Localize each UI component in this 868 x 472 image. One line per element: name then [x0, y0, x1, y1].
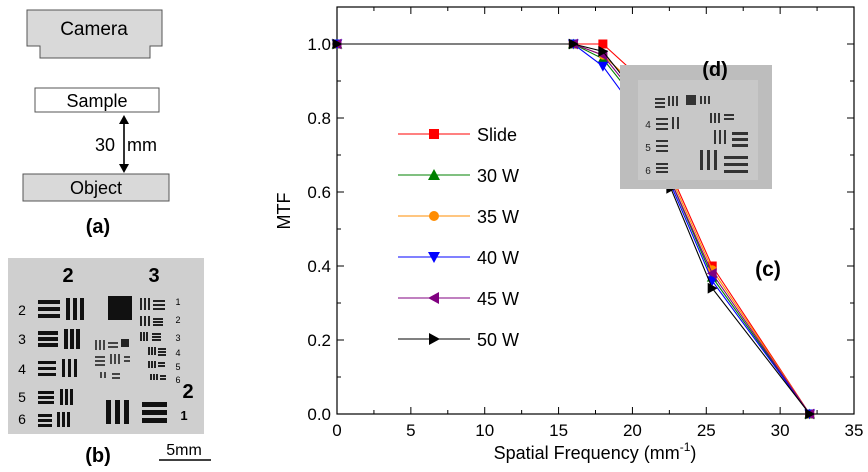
x-tick-label: 0	[332, 421, 341, 440]
distance-arrow-head-down	[119, 164, 129, 173]
inset-bars	[655, 95, 748, 173]
sample-label: Sample	[66, 91, 127, 111]
target-bars	[38, 298, 84, 427]
legend-entry: Slide	[398, 125, 517, 145]
target-group-label: 2	[62, 265, 73, 287]
panel-label-c: (c)	[755, 258, 781, 281]
legend-marker	[428, 252, 440, 263]
x-axis-label-main: Spatial Frequency (mm	[494, 443, 680, 463]
target-element-label: 5	[18, 389, 26, 405]
inset-element-label: 6	[645, 166, 651, 177]
legend-marker	[429, 129, 439, 139]
target-element-label: 3	[175, 333, 180, 343]
target-square	[108, 296, 132, 320]
data-point	[805, 408, 816, 420]
x-tick-label: 5	[406, 421, 415, 440]
data-point	[598, 39, 608, 49]
target-element-label: 4	[18, 361, 26, 377]
x-axis-label: Spatial Frequency (mm-1)	[494, 440, 697, 463]
setup-diagram: Camera Sample 30 mm Object (a)	[22, 9, 170, 238]
data-point	[707, 282, 718, 294]
data-point	[332, 38, 343, 50]
legend-entry: 30 W	[398, 166, 519, 186]
legend-entry: 40 W	[398, 248, 519, 268]
sample-box	[34, 87, 160, 113]
target-element-label: 1	[180, 408, 187, 423]
panel-label-a: (a)	[86, 216, 110, 238]
panel-label-d: (d)	[702, 59, 728, 81]
target-element-label: 6	[18, 411, 26, 427]
y-tick-label: 0.8	[307, 109, 331, 128]
legend-marker	[428, 292, 439, 304]
target-element-label: 3	[18, 331, 26, 347]
x-axis-label-close: )	[690, 443, 696, 463]
legend-label: 45 W	[477, 289, 519, 309]
camera-shape	[26, 9, 163, 59]
axes: 0 5 10 15 20 25 30 35 0.0 0.2 0.4 0.6 0.8 1.0	[307, 7, 863, 440]
legend-label: 40 W	[477, 248, 519, 268]
target-large-bars	[106, 400, 167, 424]
inset-element-label: 5	[645, 143, 651, 154]
x-axis-label-sup: -1	[680, 440, 691, 454]
target-element-label: 5	[175, 362, 180, 372]
legend-marker	[428, 169, 440, 180]
legend-label: 30 W	[477, 166, 519, 186]
inset-photo: 4 5 6 (d)	[620, 59, 772, 189]
legend-marker	[429, 333, 440, 345]
x-tick-label: 20	[623, 421, 642, 440]
target-center-pattern	[95, 339, 130, 379]
distance-number: 30	[95, 135, 115, 155]
data-point	[598, 46, 609, 57]
x-tick-label: 25	[697, 421, 716, 440]
distance-arrow-head-up	[119, 115, 129, 124]
resolution-target-photo: 2 3 2 2 3 4 5 6 1 2 3 4 5 6 1	[8, 258, 211, 467]
data-point	[568, 38, 579, 50]
x-tick-label: 35	[845, 421, 864, 440]
x-tick-label: 15	[549, 421, 568, 440]
target-group-label: 2	[182, 381, 193, 403]
legend: Slide 30 W 35 W 40 W 45 W 50 W	[398, 125, 519, 350]
panel-label-b: (b)	[85, 445, 111, 467]
target-element-label: 4	[175, 348, 180, 358]
y-tick-label: 1.0	[307, 35, 331, 54]
legend-label: 50 W	[477, 330, 519, 350]
scale-bar-label: 5mm	[166, 442, 202, 459]
target-element-label: 1	[175, 297, 180, 307]
y-tick-label: 0.2	[307, 331, 331, 350]
x-tick-label: 10	[475, 421, 494, 440]
camera-label: Camera	[60, 19, 128, 40]
legend-entry: 45 W	[398, 289, 519, 309]
y-tick-label: 0.4	[307, 257, 331, 276]
y-tick-label: 0.0	[307, 405, 331, 424]
legend-label: 35 W	[477, 207, 519, 227]
target-small-bars	[140, 298, 166, 380]
y-axis-label: MTF	[274, 193, 294, 230]
target-element-label: 2	[175, 315, 180, 325]
distance-unit: mm	[127, 135, 157, 155]
object-label: Object	[70, 178, 122, 198]
legend-entry: 35 W	[398, 207, 519, 227]
data-point	[706, 276, 718, 287]
data-point	[706, 268, 717, 279]
inset-element-label: 4	[645, 120, 651, 131]
object-box	[22, 173, 170, 202]
target-group-label: 3	[148, 265, 159, 287]
data-point	[597, 61, 609, 72]
legend-entry: 50 W	[398, 330, 519, 350]
y-tick-label: 0.6	[307, 183, 331, 202]
legend-marker	[429, 211, 439, 221]
target-element-label: 2	[18, 302, 26, 318]
plot-frame	[336, 6, 855, 415]
target-element-label: 6	[175, 375, 180, 385]
x-tick-label: 30	[771, 421, 790, 440]
legend-label: Slide	[477, 125, 517, 145]
mtf-chart: 0 5 10 15 20 25 30 35 0.0 0.2 0.4 0.6 0.8 1.0 Slide 30…	[274, 6, 863, 463]
